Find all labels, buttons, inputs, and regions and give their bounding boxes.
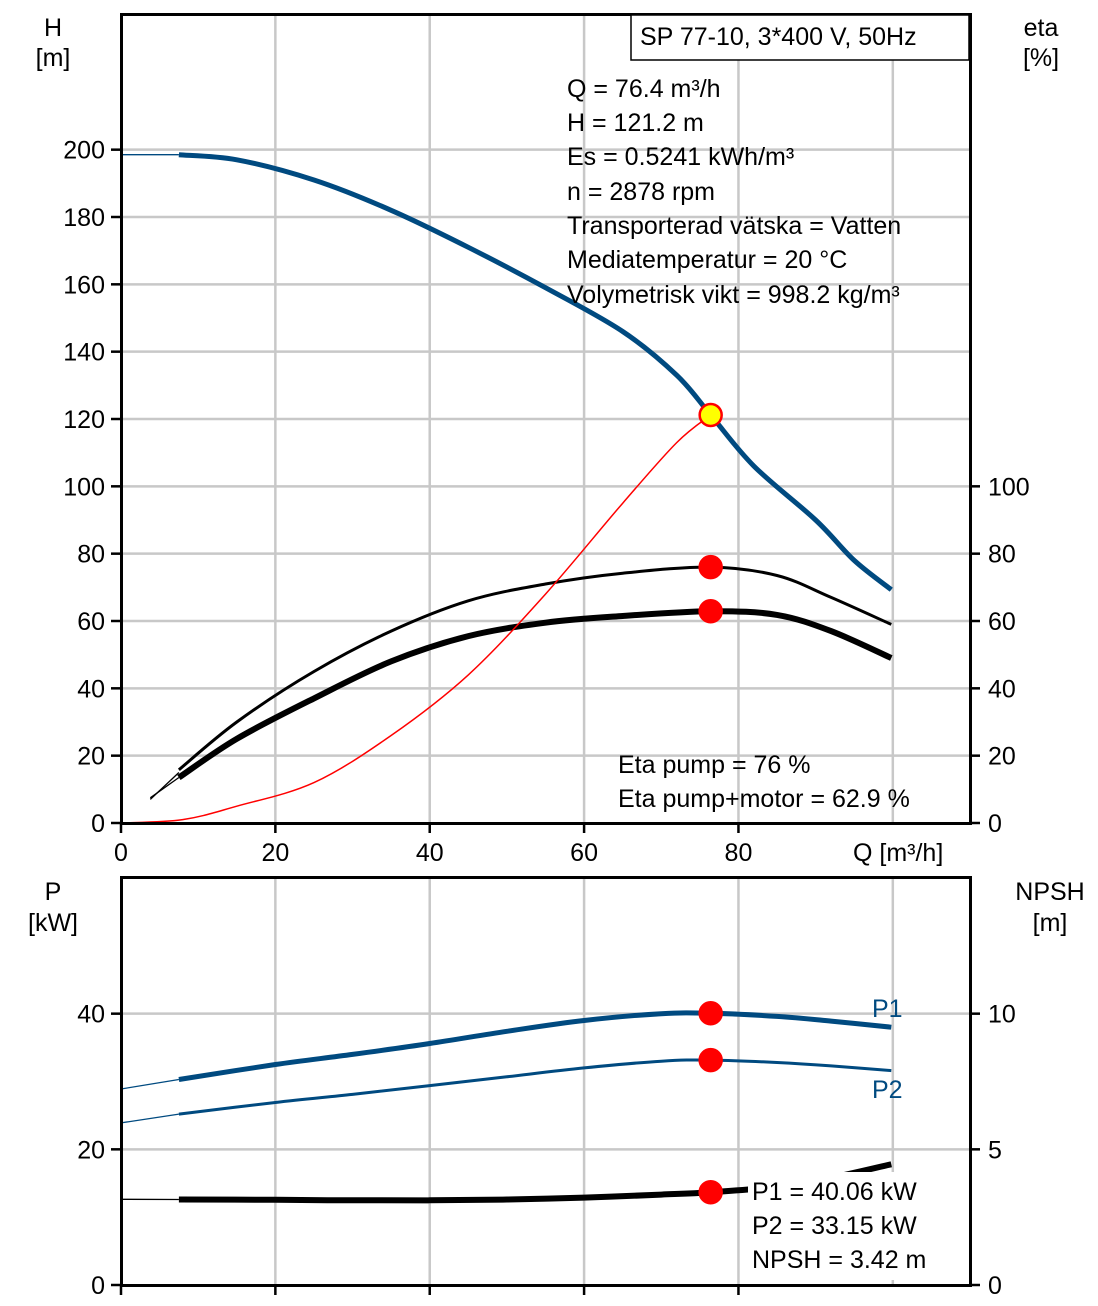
y-left-tick-label: 0 — [91, 1272, 105, 1300]
info-density: Volymetrisk vikt = 998.2 kg/m³ — [567, 281, 900, 309]
y-left-tick-label: 100 — [63, 473, 105, 501]
y-left-tick-label: 20 — [77, 1136, 105, 1164]
series-eta_total — [177, 608, 893, 780]
series-eta_total-extension — [149, 776, 180, 799]
y-right-tick-label: 5 — [988, 1136, 1002, 1164]
y-left-tick-label: 20 — [77, 743, 105, 771]
series-H — [178, 152, 893, 592]
y-left-label-bottom: P — [45, 878, 62, 906]
x-tick-label: 80 — [725, 839, 753, 867]
series-system — [120, 414, 712, 824]
operating-point-marker — [698, 1179, 723, 1205]
info-q: Q = 76.4 m³/h — [567, 75, 721, 103]
y-right-label-bottom: NPSH — [1015, 878, 1084, 906]
series-eta_pump — [177, 565, 892, 771]
info-temp: Mediatemperatur = 20 °C — [567, 246, 847, 274]
series-P2-extension — [120, 1113, 179, 1124]
info-n: n = 2878 rpm — [567, 178, 715, 206]
title-box — [630, 14, 970, 61]
top-ticks: 0 20 40 60 80 100 120 140 160 180 200 0 20 40 60 80 100 0… — [63, 137, 1029, 867]
head-efficiency-plot: 0 20 40 60 80 100 120 140 160 180 200 0 20 40 60 80 100 0… — [36, 13, 1059, 867]
operating-point-marker — [698, 554, 723, 580]
y-left-tick-label: 40 — [77, 1001, 105, 1029]
y-left-tick-label: 180 — [63, 204, 105, 232]
top-markers — [698, 402, 723, 624]
info-eta-pump: Eta pump = 76 % — [618, 751, 810, 779]
p1-series-label: P1 — [872, 995, 903, 1023]
series-P1-extension — [120, 1078, 180, 1090]
operating-point-marker — [698, 598, 723, 624]
y-right-unit-top: [%] — [1023, 44, 1059, 72]
power-info: P1 = 40.06 kW P2 = 33.15 kW NPSH = 3.42 … — [752, 1178, 926, 1274]
top-grid — [121, 15, 970, 823]
y-left-label-top: H — [44, 14, 62, 42]
y-left-tick-label: 160 — [63, 271, 105, 299]
x-tick-label: 60 — [570, 839, 598, 867]
y-left-unit-bottom: [kW] — [28, 909, 78, 937]
top-series — [120, 152, 893, 824]
y-left-tick-label: 60 — [77, 608, 105, 636]
y-right-tick-label: 10 — [988, 1001, 1016, 1029]
y-right-label-top: eta — [1024, 14, 1059, 42]
bottom-markers — [698, 1001, 723, 1205]
operating-point-marker — [698, 1047, 723, 1073]
info-npsh: NPSH = 3.42 m — [752, 1246, 926, 1274]
operating-point-marker — [698, 1001, 723, 1026]
x-tick-label: 40 — [416, 839, 444, 867]
operating-point-marker — [698, 402, 723, 428]
info-p1: P1 = 40.06 kW — [752, 1178, 917, 1206]
y-left-tick-label: 200 — [63, 137, 105, 165]
series-P2 — [178, 1058, 892, 1116]
bottom-ticks: 0 20 40 0 5 10 — [77, 1001, 1016, 1300]
y-left-tick-label: 40 — [77, 675, 105, 703]
y-left-tick-label: 140 — [63, 339, 105, 367]
y-right-unit-bottom: [m] — [1033, 909, 1068, 937]
bottom-grid — [121, 878, 970, 1285]
y-right-tick-label: 80 — [988, 541, 1016, 569]
operating-info: Q = 76.4 m³/h H = 121.2 m Es = 0.5241 kW… — [567, 75, 901, 309]
chart-title: SP 77-10, 3*400 V, 50Hz — [640, 23, 917, 51]
p2-series-label: P2 — [872, 1076, 903, 1104]
power-npsh-plot: 0 20 40 0 5 10 P [kW] NPSH [m] P1 P2 P1 = 40.… — [28, 876, 1085, 1300]
y-right-tick-label: 100 — [988, 473, 1030, 501]
y-right-tick-label: 20 — [988, 743, 1016, 771]
x-tick-label: 0 — [114, 839, 128, 867]
info-h: H = 121.2 m — [567, 109, 704, 137]
x-tick-label: 20 — [261, 839, 289, 867]
y-right-tick-label: 0 — [988, 810, 1002, 838]
info-p2: P2 = 33.15 kW — [752, 1212, 917, 1240]
y-left-unit-top: [m] — [36, 44, 71, 72]
top-plot-frame — [120, 13, 972, 825]
y-right-tick-label: 40 — [988, 675, 1016, 703]
x-axis-label: Q [m³/h] — [853, 839, 943, 867]
info-es: Es = 0.5241 kWh/m³ — [567, 143, 794, 171]
y-right-tick-label: 60 — [988, 608, 1016, 636]
efficiency-info: Eta pump = 76 % Eta pump+motor = 62.9 % — [618, 751, 910, 813]
y-left-tick-label: 0 — [91, 810, 105, 838]
info-liquid: Transporterad vätska = Vatten — [567, 212, 901, 240]
y-right-tick-label: 0 — [988, 1272, 1002, 1300]
y-left-tick-label: 120 — [63, 406, 105, 434]
bottom-plot-frame — [120, 876, 972, 1287]
info-eta-total: Eta pump+motor = 62.9 % — [618, 785, 910, 813]
power-info-backdrop — [748, 1172, 948, 1280]
y-left-tick-label: 80 — [77, 541, 105, 569]
series-P1 — [178, 1010, 892, 1082]
